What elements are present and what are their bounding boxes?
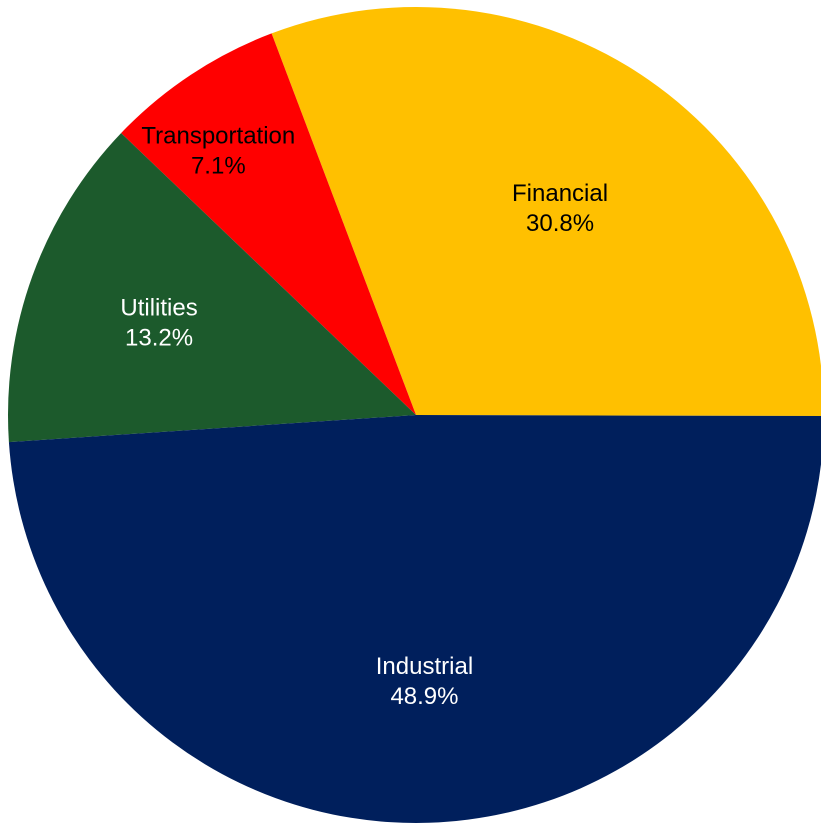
slice-value-financial: 30.8% xyxy=(526,210,594,237)
slice-label-utilities: Utilities xyxy=(120,295,197,322)
pie-slice-transportation xyxy=(121,33,416,415)
slice-value-transportation: 7.1% xyxy=(191,153,246,180)
slice-value-industrial: 48.9% xyxy=(390,683,458,710)
slice-label-industrial: Industrial xyxy=(376,653,473,680)
pie-slice-industrial xyxy=(8,415,821,823)
pie-slice-utilities xyxy=(7,133,416,443)
slice-label-financial: Financial xyxy=(512,180,608,207)
pie-slice-financial xyxy=(271,7,821,417)
slice-value-utilities: 13.2% xyxy=(125,325,193,352)
slice-label-transportation: Transportation xyxy=(141,123,295,150)
